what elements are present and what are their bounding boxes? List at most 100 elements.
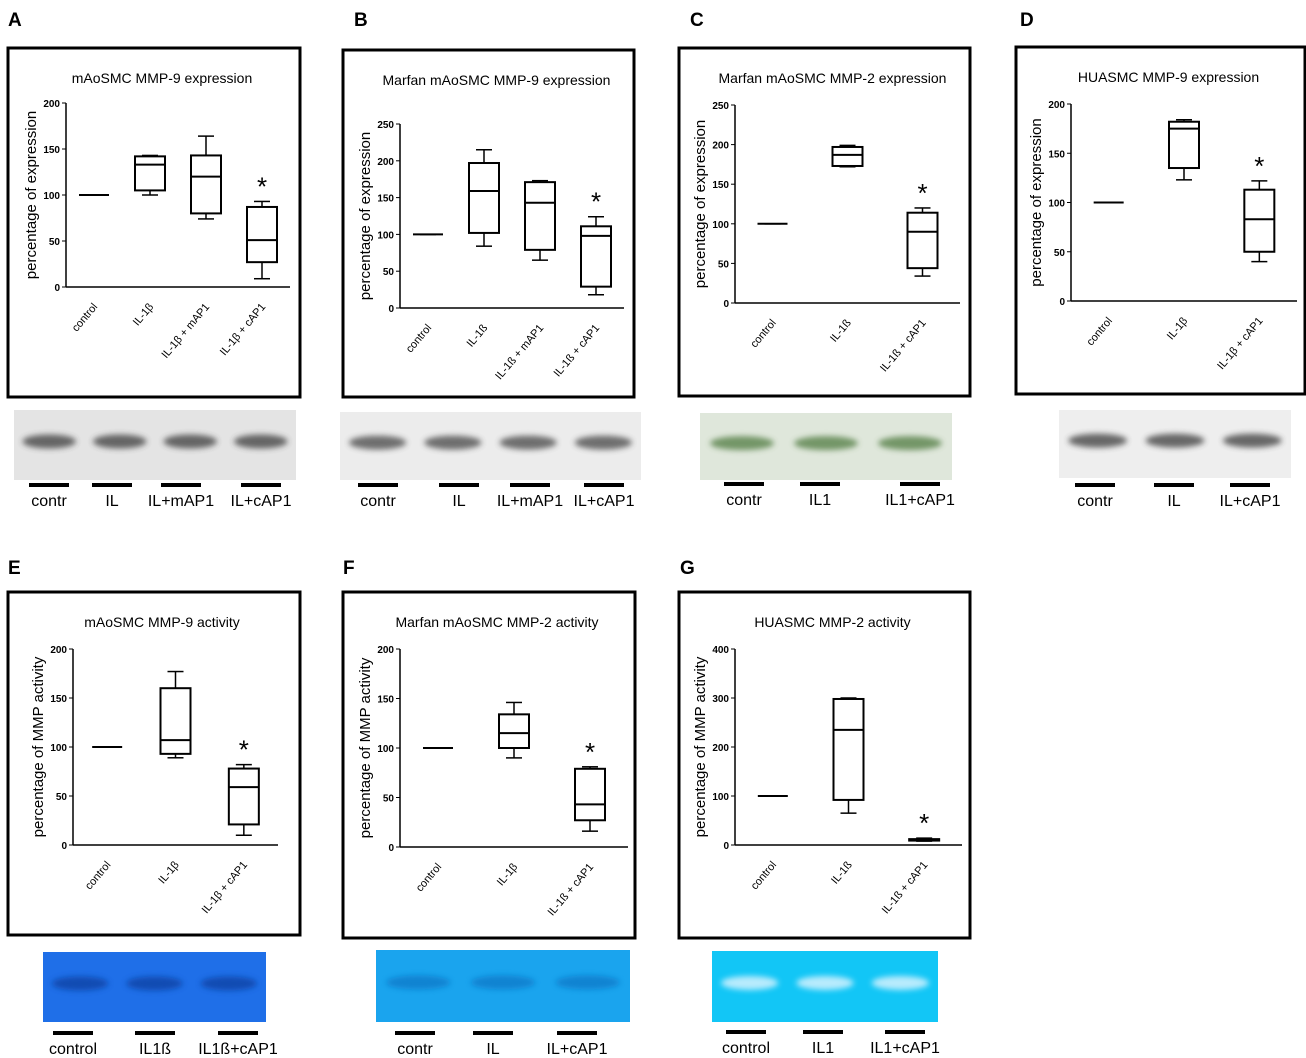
blot-band xyxy=(52,977,108,991)
y-tick-label: 300 xyxy=(712,694,729,705)
blot-band xyxy=(721,976,778,990)
y-tick-label: 250 xyxy=(377,120,394,131)
y-tick-label: 100 xyxy=(377,230,394,241)
y-tick-label: 0 xyxy=(1059,297,1065,308)
blot-band xyxy=(201,977,257,991)
lane-label: IL1ß+cAP1 xyxy=(198,1041,278,1058)
lane-bar xyxy=(1230,483,1270,487)
chart-title: mAoSMC MMP-9 activity xyxy=(84,614,240,630)
y-axis-label: percentage of MMP activity xyxy=(30,656,47,837)
y-tick-label: 0 xyxy=(61,841,67,852)
lane-bar xyxy=(724,482,764,486)
box xyxy=(469,163,499,233)
y-tick-label: 200 xyxy=(377,645,394,656)
y-axis-label: percentage of MMP activity xyxy=(692,656,709,837)
panel-letter: D xyxy=(1020,10,1034,31)
lane-bar xyxy=(29,483,69,487)
y-tick-label: 0 xyxy=(723,841,729,852)
page: AmAoSMC MMP-9 expression050100150200perc… xyxy=(0,0,1306,1058)
category-label: control xyxy=(748,317,778,350)
plot-frame xyxy=(8,592,300,935)
blot-band xyxy=(386,975,450,989)
lane-label: IL1ß xyxy=(139,1041,171,1058)
box xyxy=(908,213,938,268)
blot-band xyxy=(234,435,288,449)
figure: AmAoSMC MMP-9 expression050100150200perc… xyxy=(0,0,1306,1058)
y-tick-label: 150 xyxy=(377,695,394,706)
panel: EmAoSMC MMP-9 activity050100150200percen… xyxy=(8,558,300,1058)
lane-label: contr xyxy=(726,492,762,509)
category-label: IL-1ß xyxy=(828,317,854,345)
category-label: control xyxy=(70,301,100,334)
panel-letter: B xyxy=(354,10,368,31)
lane-bar xyxy=(395,1031,435,1035)
lane-bar xyxy=(473,1031,513,1035)
box xyxy=(135,156,165,190)
lane-bar xyxy=(1154,483,1194,487)
category-label: IL-1ß xyxy=(829,859,855,887)
y-tick-label: 200 xyxy=(1048,100,1065,111)
y-tick-label: 400 xyxy=(712,645,729,656)
box xyxy=(191,155,221,213)
blot-band xyxy=(794,436,858,450)
box xyxy=(833,147,863,166)
lane-bar xyxy=(584,483,624,487)
y-tick-label: 50 xyxy=(718,259,730,270)
lane-bar xyxy=(218,1031,258,1035)
panel: FMarfan mAoSMC MMP-2 activity05010015020… xyxy=(343,558,635,1058)
box xyxy=(499,714,529,748)
category-label: IL-1ß + cAP1 xyxy=(878,317,929,374)
lane-bar xyxy=(135,1031,175,1035)
chart-title: Marfan mAoSMC MMP-9 expression xyxy=(383,72,611,88)
lane-label: IL+mAP1 xyxy=(148,493,214,510)
lane-bar xyxy=(803,1030,843,1034)
annotation: * xyxy=(239,735,249,765)
y-tick-label: 150 xyxy=(50,694,67,705)
category-label: IL-1ß + cAP1 xyxy=(552,322,603,379)
chart-title: HUASMC MMP-2 activity xyxy=(754,614,910,630)
lane-bar xyxy=(241,483,281,487)
lane-label: IL+cAP1 xyxy=(1220,493,1281,510)
lane-label: IL1+cAP1 xyxy=(870,1040,940,1057)
lane-bar xyxy=(1075,483,1115,487)
box xyxy=(161,688,191,754)
lane-label: IL+cAP1 xyxy=(547,1041,608,1058)
lane-bar xyxy=(53,1031,93,1035)
y-tick-label: 150 xyxy=(712,180,729,191)
blot-band xyxy=(93,435,147,449)
lane-label: IL xyxy=(1167,493,1180,510)
category-label: IL-1ß + cAP1 xyxy=(546,861,597,918)
category-label: IL-1β + cAP1 xyxy=(218,301,268,358)
lane-label: IL xyxy=(452,493,465,510)
box xyxy=(834,699,864,800)
panel-letter: F xyxy=(343,558,355,579)
y-tick-label: 50 xyxy=(383,267,395,278)
category-label: IL-1β + mAP1 xyxy=(160,301,213,361)
lane-label: IL+cAP1 xyxy=(231,493,292,510)
category-label: control xyxy=(414,861,444,894)
y-axis-label: percentage of expression xyxy=(357,132,374,300)
lane-bar xyxy=(900,482,940,486)
blot-band xyxy=(878,436,942,450)
y-tick-label: 0 xyxy=(388,304,394,315)
y-tick-label: 100 xyxy=(50,743,67,754)
annotation: * xyxy=(919,808,929,838)
chart-title: mAoSMC MMP-9 expression xyxy=(72,70,253,86)
lane-bar xyxy=(800,482,840,486)
category-label: IL-1β xyxy=(1165,315,1190,342)
lane-label: IL+mAP1 xyxy=(497,493,563,510)
y-axis-label: percentage of expression xyxy=(692,120,709,288)
y-tick-label: 250 xyxy=(712,101,729,112)
chart-title: HUASMC MMP-9 expression xyxy=(1078,69,1259,85)
y-tick-label: 50 xyxy=(1054,248,1066,259)
y-tick-label: 100 xyxy=(712,220,729,231)
y-tick-label: 200 xyxy=(50,645,67,656)
lane-label: control xyxy=(49,1041,97,1058)
y-axis-label: percentage of expression xyxy=(23,111,40,279)
lane-bar xyxy=(92,483,132,487)
panel-letter: G xyxy=(680,558,695,579)
